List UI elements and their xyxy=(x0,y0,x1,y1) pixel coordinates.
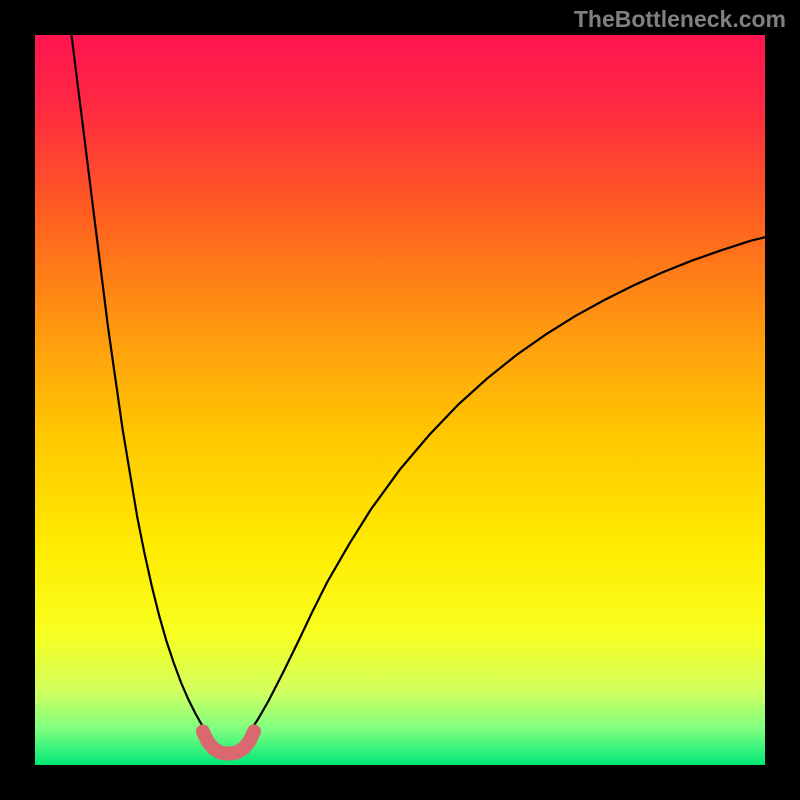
watermark-text: TheBottleneck.com xyxy=(574,6,786,33)
plot-svg xyxy=(0,0,800,800)
gradient-background xyxy=(35,35,765,765)
